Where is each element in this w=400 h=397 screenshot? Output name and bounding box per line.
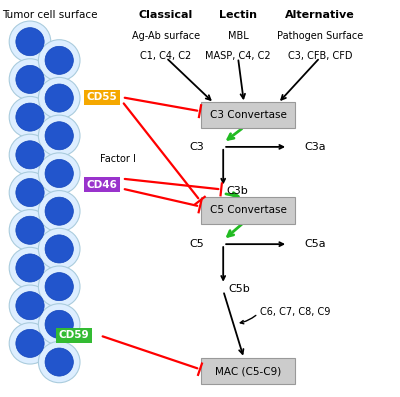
Circle shape: [16, 216, 44, 244]
Text: Tumor cell surface: Tumor cell surface: [2, 10, 98, 20]
Text: CD55: CD55: [87, 92, 117, 102]
Circle shape: [38, 115, 80, 156]
Text: C5a: C5a: [304, 239, 326, 249]
Text: C3 Convertase: C3 Convertase: [210, 110, 286, 120]
Text: MBL: MBL: [228, 31, 248, 40]
Circle shape: [16, 292, 44, 320]
Circle shape: [16, 330, 44, 357]
Text: Lectin: Lectin: [219, 10, 257, 20]
Text: Factor I: Factor I: [100, 154, 136, 164]
Text: Classical: Classical: [139, 10, 193, 20]
Text: MAC (C5-C9): MAC (C5-C9): [215, 366, 281, 376]
Circle shape: [9, 323, 51, 364]
Text: C3a: C3a: [304, 142, 326, 152]
Text: Alternative: Alternative: [285, 10, 355, 20]
Circle shape: [16, 103, 44, 131]
Text: CD59: CD59: [59, 330, 89, 341]
Circle shape: [45, 46, 73, 74]
Circle shape: [9, 96, 51, 138]
Circle shape: [45, 273, 73, 301]
Circle shape: [38, 304, 80, 345]
Text: Pathogen Surface: Pathogen Surface: [277, 31, 363, 40]
Circle shape: [45, 84, 73, 112]
Circle shape: [38, 77, 80, 119]
FancyBboxPatch shape: [201, 102, 295, 128]
Circle shape: [45, 235, 73, 263]
Circle shape: [38, 40, 80, 81]
Circle shape: [45, 310, 73, 338]
Circle shape: [45, 348, 73, 376]
Circle shape: [9, 172, 51, 213]
Circle shape: [16, 141, 44, 169]
FancyBboxPatch shape: [201, 358, 295, 384]
Text: C5b: C5b: [229, 283, 250, 294]
Text: CD46: CD46: [86, 179, 118, 190]
Circle shape: [16, 66, 44, 93]
Text: C3: C3: [189, 142, 204, 152]
Circle shape: [9, 247, 51, 289]
Circle shape: [9, 285, 51, 326]
Text: C5 Convertase: C5 Convertase: [210, 205, 286, 216]
Text: C3b: C3b: [226, 186, 248, 197]
Text: MASP, C4, C2: MASP, C4, C2: [205, 51, 271, 61]
Circle shape: [45, 197, 73, 225]
Text: C5: C5: [189, 239, 204, 249]
Circle shape: [16, 28, 44, 56]
Circle shape: [9, 134, 51, 175]
Circle shape: [16, 179, 44, 206]
Circle shape: [16, 254, 44, 282]
Text: C1, C4, C2: C1, C4, C2: [140, 51, 192, 61]
Text: C3, CFB, CFD: C3, CFB, CFD: [288, 51, 352, 61]
FancyBboxPatch shape: [201, 197, 295, 224]
Circle shape: [45, 160, 73, 187]
Circle shape: [38, 191, 80, 232]
Circle shape: [38, 153, 80, 194]
Circle shape: [38, 266, 80, 307]
Circle shape: [38, 228, 80, 270]
Circle shape: [9, 210, 51, 251]
Circle shape: [45, 122, 73, 150]
Circle shape: [9, 21, 51, 62]
Text: Ag-Ab surface: Ag-Ab surface: [132, 31, 200, 40]
Text: C6, C7, C8, C9: C6, C7, C8, C9: [260, 307, 330, 318]
Circle shape: [9, 59, 51, 100]
Circle shape: [38, 341, 80, 383]
